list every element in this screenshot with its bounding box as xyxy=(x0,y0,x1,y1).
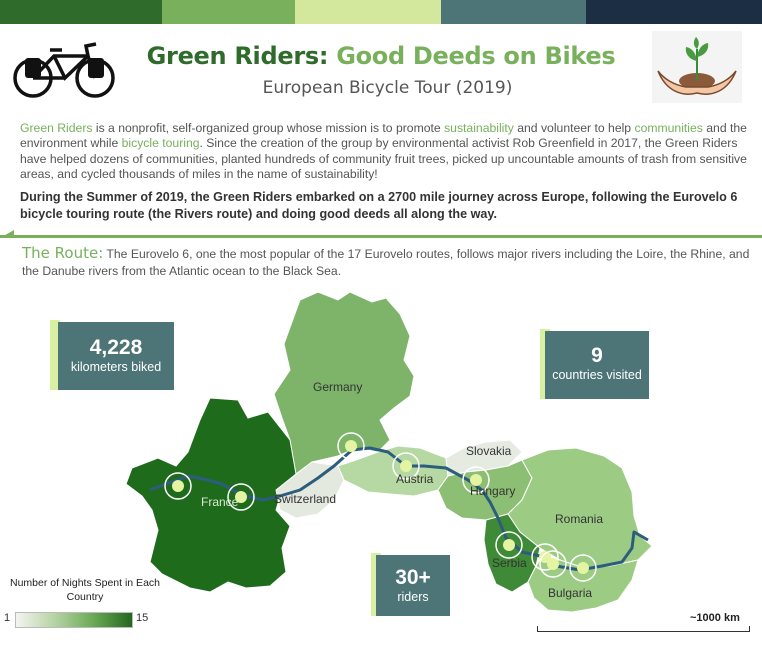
country-germany[interactable] xyxy=(273,291,415,475)
page-title: Green Riders: Good Deeds on Bikes xyxy=(0,42,762,70)
divider-notch xyxy=(0,230,14,238)
title-part-1: Green Riders: xyxy=(146,42,329,70)
intro-bicycle-touring: bicycle touring xyxy=(121,136,200,151)
kpi-km-accent xyxy=(50,320,60,390)
scale-bar xyxy=(537,626,750,632)
legend-color-bar xyxy=(15,612,133,628)
label-serbia: Serbia xyxy=(492,556,527,570)
stop-marker[interactable] xyxy=(531,543,559,571)
intro-paragraph: Green Riders is a nonprofit, self-organi… xyxy=(20,121,750,183)
intro-text-3: and the environment while xyxy=(20,121,747,151)
kpi-kilometers-value: 4,228 xyxy=(89,336,143,359)
label-romania: Romania xyxy=(555,512,603,526)
legend-max: 15 xyxy=(136,612,149,624)
route-map: Germany France Switzerland Austria Slova… xyxy=(125,291,653,613)
section-divider xyxy=(0,235,762,238)
label-france: France xyxy=(201,495,239,509)
country-france[interactable] xyxy=(125,397,297,593)
route-text: The Eurovelo 6, one the most popular of … xyxy=(22,247,750,278)
intro-sustainability: sustainability xyxy=(444,121,514,135)
stop-marker[interactable] xyxy=(462,466,490,494)
stop-markers xyxy=(164,432,597,582)
kpi-countries: 9 countries visited xyxy=(545,331,649,399)
bicycle-icon xyxy=(13,42,115,98)
country-switzerland[interactable] xyxy=(275,461,345,519)
stop-marker[interactable] xyxy=(227,483,255,511)
kpi-riders-value: 30+ xyxy=(395,566,431,589)
label-austria: Austria xyxy=(396,472,434,486)
route-label: The Route: xyxy=(22,244,104,262)
scale-label: ~1000 km xyxy=(690,612,740,624)
intro-text-1: is a nonprofit, self-organized group who… xyxy=(92,121,445,135)
kpi-kilometers: 4,228 kilometers biked xyxy=(58,322,174,390)
page-subtitle: European Bicycle Tour (2019) xyxy=(262,78,513,98)
kpi-countries-value: 9 xyxy=(591,344,603,367)
label-bulgaria: Bulgaria xyxy=(548,586,592,600)
intro-green-riders: Green Riders xyxy=(20,121,93,135)
route-paragraph: The Route: The Eurovelo 6, one the most … xyxy=(22,245,752,280)
title-part-2: Good Deeds on Bikes xyxy=(328,42,616,70)
stop-marker[interactable] xyxy=(569,554,597,582)
label-switzerland: Switzerland xyxy=(274,492,336,506)
country-austria[interactable] xyxy=(337,445,449,497)
label-hungary: Hungary xyxy=(470,484,515,498)
kpi-kilometers-label: kilometers biked xyxy=(70,360,162,374)
legend-title: Number of Nights Spent in Each Country xyxy=(10,577,160,603)
stop-marker[interactable] xyxy=(164,472,192,500)
plant-in-hands-icon xyxy=(652,31,742,103)
kpi-riders-label: riders xyxy=(397,590,429,604)
kpi-riders: 30+ riders xyxy=(376,555,450,616)
top-color-bar xyxy=(0,0,762,24)
label-slovakia: Slovakia xyxy=(466,444,512,458)
intro-communities: communities xyxy=(634,121,703,135)
kpi-countries-label: countries visited xyxy=(552,368,642,382)
intro-text-4: . Since the creation of the group by env… xyxy=(20,136,747,182)
label-germany: Germany xyxy=(313,380,362,394)
journey-paragraph: During the Summer of 2019, the Green Rid… xyxy=(20,190,738,221)
stop-marker[interactable] xyxy=(495,531,523,559)
stop-marker[interactable] xyxy=(392,452,420,480)
legend-min: 1 xyxy=(4,612,11,624)
stop-marker[interactable] xyxy=(539,550,567,578)
stop-marker[interactable] xyxy=(337,432,365,460)
intro-text-2: and volunteer to help xyxy=(513,121,635,135)
